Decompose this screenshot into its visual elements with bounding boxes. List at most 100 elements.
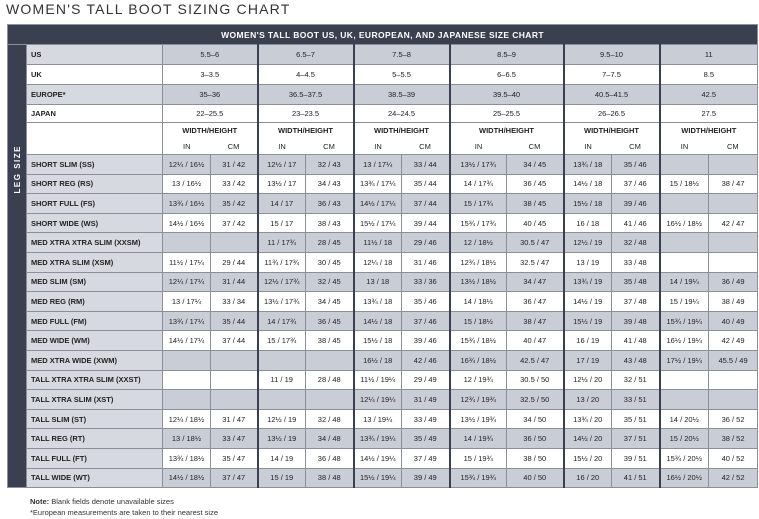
- size-cell: 35 / 42: [210, 193, 258, 214]
- row-label: TALL SLIM (ST): [26, 408, 163, 430]
- measure-header: WIDTH/HEIGHT: [352, 122, 450, 139]
- size-cell: 33 / 49: [401, 408, 450, 430]
- row-label: MED FULL (FM): [26, 310, 163, 332]
- size-cell: 36 / 48: [305, 447, 354, 469]
- size-cell: 36 / 47: [506, 291, 564, 312]
- size-cell: 33 / 42: [210, 173, 258, 195]
- size-cell: 37 / 46: [401, 310, 450, 332]
- row-label: MED REG (RM): [26, 291, 163, 312]
- size-cell: 14 / 19¾: [448, 428, 507, 449]
- size-cell: 42 / 47: [707, 212, 759, 234]
- size-cell: 32 / 51: [611, 369, 660, 391]
- size-cell: 12½ / 19: [256, 408, 306, 430]
- size-cell: 13 / 19: [562, 251, 612, 273]
- size-cell: 38 / 43: [305, 212, 354, 234]
- size-cell: 13 / 16½: [162, 173, 211, 195]
- size-cell: 42 / 46: [401, 349, 450, 371]
- size-cell: 15¾ / 19¾: [448, 467, 507, 489]
- row-label: MED XTRA XTRA SLIM (XXSM): [26, 232, 163, 253]
- size-cell: 13¾ / 17¼: [352, 173, 402, 195]
- data-row: MED XTRA WIDE (XWM) 16½ / 18 42 / 46 16¾ / …: [8, 349, 759, 371]
- data-row: MED FULL (FM) 13¾ / 17¼ 35 / 44 14 / 17¾ 36 …: [8, 310, 759, 332]
- size-cell: 42 / 52: [707, 467, 759, 489]
- data-row: SHORT WIDE (WS) 14½ / 16½ 37 / 42 15 / 17 38…: [8, 212, 759, 234]
- size-cell: 41 / 48: [611, 330, 660, 351]
- size-cell: 32 / 48: [305, 408, 354, 430]
- size-cell: 15 / 17¾: [448, 193, 507, 214]
- size-cell: 14½ / 17¼: [352, 193, 402, 214]
- size-cell: 13¾ / 16½: [162, 193, 211, 214]
- size-cell: 14 / 20½: [658, 408, 709, 430]
- note-label: Note:: [30, 497, 50, 506]
- size-cell: 17 / 19: [562, 349, 612, 371]
- size-cell: 12¼ / 18½: [162, 408, 211, 430]
- size-cell: 14½ / 18: [562, 173, 612, 195]
- size-cell: [162, 389, 211, 410]
- size-cell: 32 / 43: [305, 154, 354, 175]
- row-label: US: [26, 44, 163, 65]
- size-cell: 13 / 18: [352, 271, 402, 293]
- measure-header-row: WIDTH/HEIGHT WIDTH/HEIGHT WIDTH/HEIGHT WIDT…: [8, 122, 759, 155]
- size-cell: 14½ / 18½: [162, 467, 211, 489]
- size-cell: 41 / 51: [611, 467, 660, 489]
- row-label: SHORT REG (RS): [26, 173, 163, 195]
- row-label: MED WIDE (WM): [26, 330, 163, 351]
- size-cell: 37 / 44: [210, 330, 258, 351]
- size-cell: 34 / 45: [305, 291, 354, 312]
- size-cell: 36 / 49: [707, 271, 759, 293]
- size-cell: 6–6.5: [448, 64, 564, 85]
- size-cell: [707, 251, 759, 273]
- caption-row: WOMEN'S TALL BOOT US, UK, EUROPEAN, AND …: [6, 24, 759, 45]
- size-cell: 37 / 44: [401, 193, 450, 214]
- size-row: LEG SIZE US 5.5–6 6.5–7 7.5–8 8.5–9 9.5–10 11: [7, 43, 759, 489]
- size-cell: 36 / 50: [506, 428, 564, 449]
- data-row: TALL XTRA SLIM (XST) 12¼ / 19¼ 31 / 49 12¾ …: [8, 389, 759, 410]
- size-cell: 12 / 19¾: [448, 369, 507, 391]
- size-cell: 12½ / 17: [256, 154, 306, 175]
- size-cell: 11: [658, 44, 759, 65]
- size-cell: 38 / 52: [707, 428, 759, 449]
- size-cell: 39 / 48: [611, 310, 660, 332]
- table-body: WOMEN'S TALL BOOT US, UK, EUROPEAN, AND …: [6, 24, 759, 489]
- size-cell: 16¾ / 18½: [448, 349, 507, 371]
- size-cell: 32 / 45: [305, 271, 354, 293]
- size-cell: 13 / 19¼: [352, 408, 402, 430]
- size-cell: [707, 389, 759, 410]
- size-cell: [658, 154, 709, 175]
- size-cell: 30.5 / 47: [506, 232, 564, 253]
- size-cell: 15½ / 19: [562, 310, 612, 332]
- size-cell: 39 / 46: [401, 330, 450, 351]
- data-row: MED REG (RM) 13 / 17¼ 33 / 34 13½ / 17¾ 34 /…: [8, 291, 759, 312]
- footnote: *European measurements are taken to thei…: [30, 508, 219, 517]
- size-cell: 8.5: [658, 64, 759, 85]
- size-cell: 13 / 17¼: [162, 291, 211, 312]
- size-cell: 33 / 34: [210, 291, 258, 312]
- size-cell: 11¾ / 17¾: [256, 251, 306, 273]
- size-row: EUROPE* 35–36 36.5–37.5 38.5–39 39.5–40 40.5–…: [8, 84, 759, 105]
- size-cell: 16 / 20: [562, 467, 612, 489]
- row-label: TALL XTRA SLIM (XST): [26, 389, 163, 410]
- size-cell: [707, 232, 759, 253]
- size-cell: 16 / 18: [562, 212, 612, 234]
- size-cell: 25–25.5: [448, 104, 564, 123]
- size-cell: [162, 232, 211, 253]
- size-cell: 38.5–39: [352, 84, 450, 105]
- note-text: Blank fields denote unavailable sizes: [51, 497, 174, 506]
- size-cell: 40.5–41.5: [562, 84, 660, 105]
- size-cell: 15¾ / 20½: [658, 447, 709, 469]
- size-cell: 13½ / 18½: [448, 271, 507, 293]
- size-cell: 35 / 44: [401, 173, 450, 195]
- size-cell: 7.5–8: [352, 44, 450, 65]
- row-label: MED XTRA WIDE (XWM): [26, 349, 163, 371]
- size-cell: 13½ / 17: [256, 173, 306, 195]
- size-cell: 13½ / 19: [256, 428, 306, 449]
- size-cell: 14 / 17: [256, 193, 306, 214]
- size-cell: 35 / 44: [210, 310, 258, 332]
- size-cell: 15¾ / 17¾: [448, 212, 507, 234]
- size-cell: 37 / 47: [210, 467, 258, 489]
- size-cell: 38 / 45: [506, 193, 564, 214]
- measure-header: WIDTH/HEIGHT: [162, 122, 258, 139]
- size-cell: 13¾ / 18½: [162, 447, 211, 469]
- unit-in: IN: [562, 138, 612, 155]
- size-cell: 4–4.5: [256, 64, 354, 85]
